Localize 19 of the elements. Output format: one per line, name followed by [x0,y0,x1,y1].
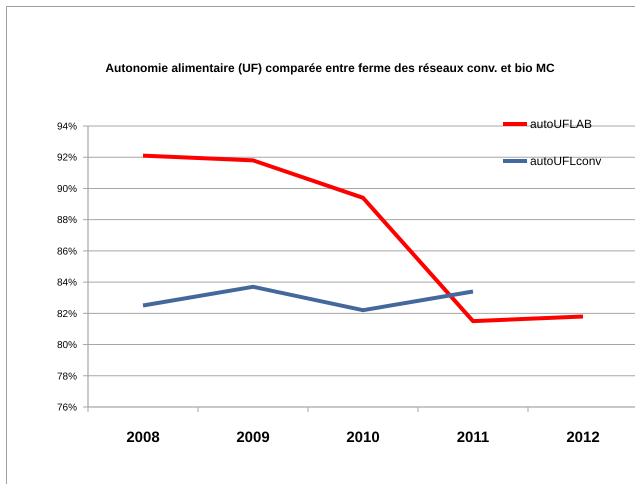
y-tick-label: 78% [56,371,78,382]
legend-label: autoUFLconv [530,154,602,168]
y-tick-label: 86% [56,246,78,258]
y-tick-label: 90% [56,184,78,195]
x-tick-label: 2012 [566,429,600,446]
y-tick-label: 82% [56,308,78,320]
legend-label: autoUFLAB [530,117,592,132]
y-tick-label: 92% [56,152,78,164]
y-tick-label: 76% [56,402,78,414]
y-tick-label: 88% [56,215,78,226]
y-tick-label: 84% [56,278,78,289]
x-tick-label: 2010 [346,429,380,446]
x-tick-label: 2009 [236,429,270,446]
y-tick-label: 80% [56,340,78,352]
x-tick-label: 2011 [456,429,490,446]
chart-title: Autonomie alimentaire (UF) comparée entre ferme des réseaux conv. et bio MC [105,61,555,75]
line-series [141,284,475,312]
x-tick-label: 2008 [126,429,160,446]
y-tick-label: 94% [56,122,78,132]
